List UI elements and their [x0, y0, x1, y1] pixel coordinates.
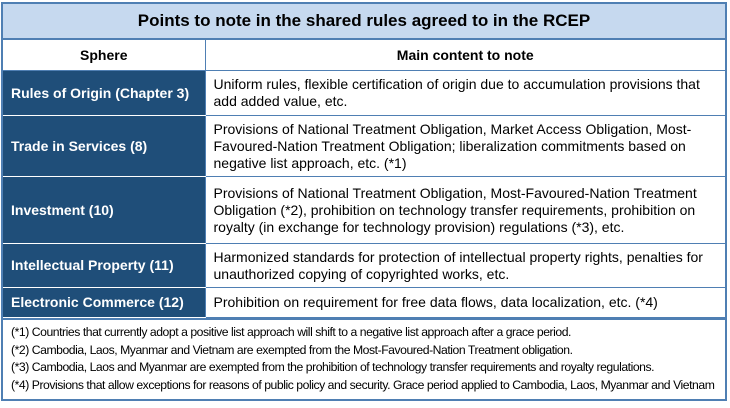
- footnote: (*2) Cambodia, Laos, Myanmar and Vietnam…: [11, 342, 573, 357]
- table-row: Intellectual Property (11) Harmonized st…: [3, 243, 725, 288]
- sphere-cell: Intellectual Property (11): [3, 243, 206, 288]
- footnote: (*1) Countries that currently adopt a po…: [11, 325, 571, 339]
- header-content: Main content to note: [204, 40, 725, 71]
- content-cell: Uniform rules, flexible certification of…: [204, 70, 725, 116]
- content-cell: Prohibition on requirement for free data…: [204, 287, 725, 318]
- table-row: Investment (10) Provisions of National T…: [3, 176, 725, 244]
- content-cell: Provisions of National Treatment Obligat…: [204, 115, 725, 177]
- table-row: Trade in Services (8) Provisions of Nati…: [3, 115, 725, 177]
- table-title: Points to note in the shared rules agree…: [3, 4, 725, 40]
- sphere-cell: Rules of Origin (Chapter 3): [3, 70, 206, 116]
- footnote: (*3) Cambodia, Laos and Myanmar are exem…: [11, 360, 655, 374]
- sphere-cell: Investment (10): [3, 176, 206, 244]
- content-cell: Provisions of National Treatment Obligat…: [204, 176, 725, 244]
- header-sphere: Sphere: [3, 40, 206, 71]
- sphere-cell: Electronic Commerce (12): [3, 287, 206, 318]
- table-row: Rules of Origin (Chapter 3) Uniform rule…: [3, 70, 725, 116]
- content-cell: Harmonized standards for protection of i…: [204, 243, 725, 288]
- footnotes: (*1) Countries that currently adopt a po…: [3, 318, 725, 399]
- rules-table: Sphere Main content to note Rules of Ori…: [3, 40, 725, 318]
- header-row: Sphere Main content to note: [3, 40, 725, 71]
- sphere-cell: Trade in Services (8): [3, 115, 206, 177]
- table-row: Electronic Commerce (12) Prohibition on …: [3, 287, 725, 318]
- rcep-rules-table-panel: Points to note in the shared rules agree…: [1, 2, 727, 401]
- footnote: (*4) Provisions that allow exceptions fo…: [11, 377, 715, 392]
